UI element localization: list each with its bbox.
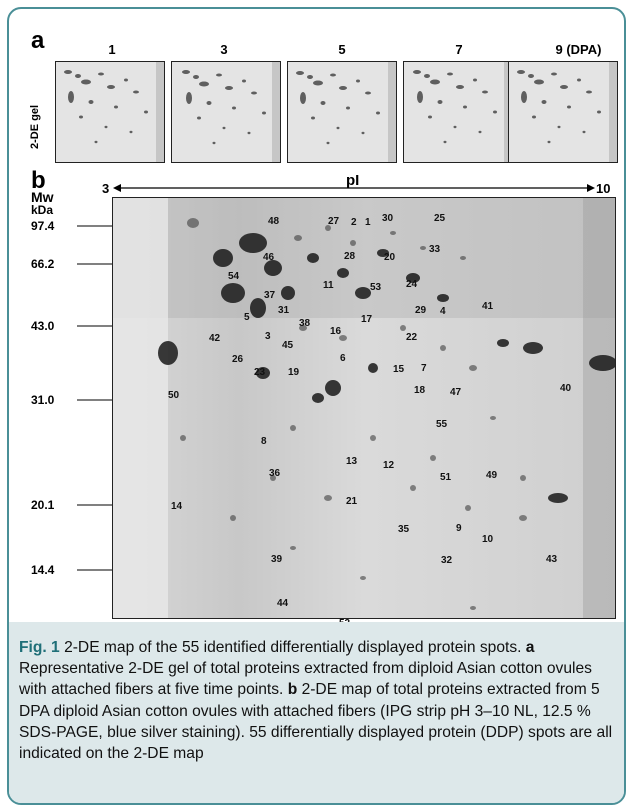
spot-label: 3 [265,331,271,342]
spot-label: 27 [328,216,340,227]
lane-label-3: 3 [220,42,228,57]
spot-label: 16 [330,326,342,337]
mw-marker-97: 97.4 [31,219,55,233]
spot-label: 33 [429,244,441,255]
spot-label: 30 [382,213,394,224]
spot-label: 51 [440,472,452,483]
panel-a-label: a [31,27,45,54]
figure-caption: Fig. 1 2-DE map of the 55 identified dif… [19,637,617,764]
spot-label: 40 [560,383,572,394]
spot-label: 23 [254,367,266,378]
spot-label: 53 [370,282,382,293]
mw-marker-14: 14.4 [31,563,55,577]
panel-a-ylabel: 2-DE gel [29,104,41,149]
pi-start-label: 3 [102,181,110,196]
spot-label: 2 [351,217,357,228]
spot-label: 39 [271,554,283,565]
big-2de-gel-image [112,197,616,619]
spot-label: 36 [269,468,281,479]
lane-label-1: 1 [108,42,116,57]
spot-label: 28 [344,251,356,262]
spot-label: 45 [282,340,294,351]
mw-marker-66: 66.2 [31,257,55,271]
spot-label: 37 [264,290,276,301]
caption-fig-number: Fig. 1 [19,639,60,656]
spot-label: 54 [228,271,240,282]
spot-label: 32 [441,555,453,566]
lane-label-7: 7 [455,42,463,57]
spot-label: 22 [406,332,418,343]
spot-label: 11 [323,280,334,291]
mw-axis-label: Mw [31,189,54,205]
mw-marker-20: 20.1 [31,498,55,512]
spot-label: 6 [340,353,346,364]
mw-marker-31: 31.0 [31,393,55,407]
spot-label: 1 [365,217,371,228]
spot-label: 12 [383,460,395,471]
caption-a-text: Representative 2-DE gel of total protein… [19,660,592,699]
spot-label: 8 [261,436,267,447]
caption-a-label: a [525,639,535,656]
spot-label: 20 [384,252,396,263]
spot-label: 21 [346,496,358,507]
pi-end-label: 10 [596,181,611,196]
gel-thumbnail-3 [171,61,281,163]
spot-label: 42 [209,333,221,344]
spot-label: 55 [436,419,448,430]
spot-label: 7 [421,363,427,374]
spot-label: 17 [361,314,373,325]
spot-label: 19 [288,367,300,378]
gel-thumbnail-7 [403,61,513,163]
caption-b-label: b [287,681,298,699]
spot-label: 46 [263,252,275,263]
spot-label: 29 [415,305,427,316]
spot-label: 48 [268,216,280,227]
mw-unit-label: kDa [31,203,54,217]
spot-label: 47 [450,387,462,398]
gel-thumbnail-1 [55,61,165,163]
pi-axis-label: pI [346,172,360,189]
spot-label: 43 [546,554,558,565]
spot-label: 10 [482,534,494,545]
caption-title: 2-DE map of the 55 identified differenti… [59,639,526,656]
mw-marker-43: 43.0 [31,319,55,333]
spot-label: 41 [482,301,494,312]
spot-label: 31 [278,305,290,316]
spot-label: 13 [346,456,358,467]
panel-b-label: b [31,167,46,194]
spot-label: 14 [171,501,183,512]
lane-label-9: 9 (DPA) [555,42,602,57]
spot-label: 26 [232,354,244,365]
figure-frame: a 2-DE gel 1 3 5 7 9 (DPA) [7,7,626,805]
pi-arrow [113,184,595,192]
spot-label: 18 [414,385,426,396]
spot-label: 5 [244,312,250,323]
caption-b-text: 2-DE map of total proteins extracted fro… [19,681,613,763]
spot-label: 4 [440,306,446,317]
spot-label: 38 [299,318,311,329]
spot-label: 25 [434,213,446,224]
gel-thumbnail-5 [287,61,397,163]
spot-label: 49 [486,470,498,481]
spot-label: 35 [398,524,410,535]
spot-label: 15 [393,364,405,375]
spot-label: 9 [456,523,462,534]
gel-thumbnail-9 [508,61,618,163]
spot-label: 24 [406,279,418,290]
lane-label-5: 5 [338,42,346,57]
spot-label: 44 [277,598,289,609]
spot-label: 50 [168,390,180,401]
mw-tick-lines [77,225,113,571]
caption-background [9,622,624,803]
